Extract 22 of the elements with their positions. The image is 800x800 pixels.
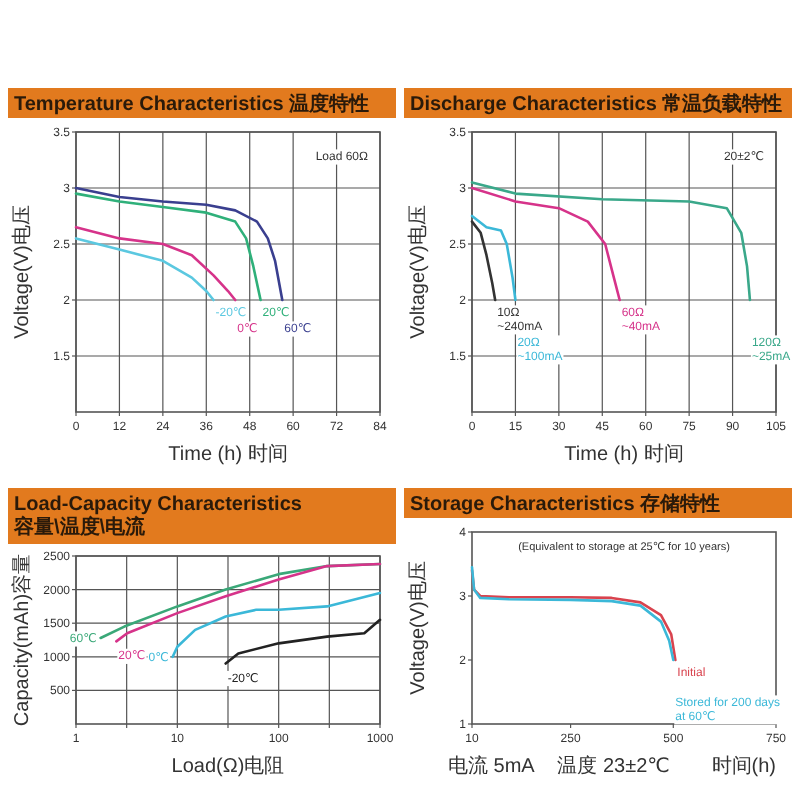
line-series	[470, 214, 517, 302]
line-series	[74, 192, 262, 302]
line-series	[470, 186, 621, 302]
line-series	[74, 186, 284, 302]
chart-title: Storage Characteristics 存储特性	[410, 492, 721, 516]
y-axis-title: Capacity(mAh)容量	[10, 553, 34, 727]
x-axis-title: Load(Ω)电阻	[171, 754, 285, 778]
chart-title: Load-Capacity Characteristics 容量\温度\电流	[12, 494, 303, 539]
y-axis-title: Voltage(V)电压	[10, 205, 34, 339]
line-series	[470, 181, 752, 302]
y-axis-title: Voltage(V)电压	[406, 205, 430, 339]
chart-title: Discharge Characteristics 常温负载特性	[410, 92, 783, 116]
text: 电流 5mA	[448, 754, 536, 778]
x-axis-title: Time (h) 时间	[168, 442, 288, 466]
chart-title: Temperature Characteristics 温度特性	[14, 92, 370, 116]
text: 温度 23±2℃	[557, 754, 670, 778]
y-axis-title: Voltage(V)电压	[406, 561, 430, 695]
line-series	[74, 225, 237, 302]
line-series	[470, 220, 497, 302]
x-axis-title: Time (h) 时间	[564, 442, 684, 466]
x-axis-title: 时间(h)	[711, 754, 776, 778]
line-series	[74, 237, 215, 302]
